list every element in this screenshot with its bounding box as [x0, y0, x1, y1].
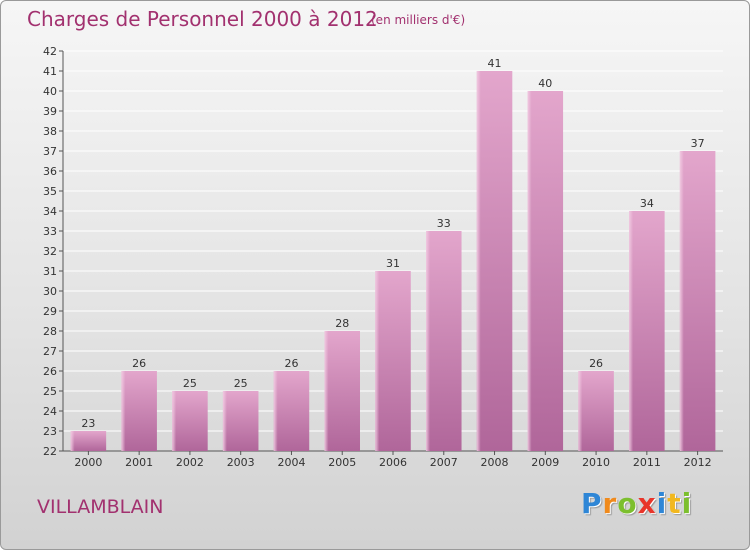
y-tick-label: 40 [43, 85, 57, 98]
chart-subtitle: (en milliers d'€) [371, 13, 466, 27]
bar [222, 391, 259, 451]
x-tick-label: 2007 [430, 456, 458, 469]
logo-letter: t [667, 487, 682, 520]
bar-highlight [273, 371, 278, 451]
x-tick-label: 2006 [379, 456, 407, 469]
y-tick-label: 22 [43, 445, 57, 458]
logo-letter: r [602, 487, 618, 520]
y-tick-label: 39 [43, 105, 57, 118]
bar [426, 231, 462, 451]
data-label: 26 [132, 357, 146, 370]
data-label: 23 [81, 417, 95, 430]
y-tick-label: 24 [43, 405, 57, 418]
bar-highlight [222, 391, 227, 451]
bar [172, 391, 208, 451]
y-tick-label: 25 [43, 385, 57, 398]
x-tick-label: 2012 [684, 456, 712, 469]
bar-highlight [121, 371, 126, 451]
bar-highlight [70, 431, 75, 451]
bar [70, 431, 107, 451]
y-tick-label: 37 [43, 145, 57, 158]
y-tick-label: 32 [43, 245, 57, 258]
logo-letter: P [581, 487, 603, 520]
bar-highlight [527, 91, 532, 451]
data-label: 41 [488, 57, 502, 70]
x-tick-label: 2010 [582, 456, 610, 469]
y-tick-label: 28 [43, 325, 57, 338]
bar [121, 371, 157, 451]
bar-highlight [629, 211, 634, 451]
y-tick-label: 26 [43, 365, 57, 378]
y-tick-label: 41 [43, 65, 57, 78]
bar [273, 371, 310, 451]
chart-title: Charges de Personnel 2000 à 2012 [27, 7, 378, 31]
bar-highlight [324, 331, 329, 451]
data-label: 26 [284, 357, 298, 370]
data-label: 33 [437, 217, 451, 230]
data-label: 25 [183, 377, 197, 390]
data-label: 28 [335, 317, 349, 330]
y-tick-label: 33 [43, 225, 57, 238]
logo-letter: i [681, 487, 693, 520]
bar-highlight [679, 151, 684, 451]
y-tick-label: 30 [43, 285, 57, 298]
data-label: 37 [691, 137, 705, 150]
data-label: 31 [386, 257, 400, 270]
x-tick-label: 2009 [531, 456, 559, 469]
x-tick-label: 2008 [481, 456, 509, 469]
x-tick-label: 2011 [633, 456, 661, 469]
y-tick-label: 27 [43, 345, 57, 358]
bar-highlight [375, 271, 380, 451]
bar [476, 71, 513, 451]
bar-highlight [578, 371, 583, 451]
bar-highlight [172, 391, 177, 451]
y-tick-label: 42 [43, 45, 57, 58]
data-label: 25 [234, 377, 248, 390]
y-tick-label: 23 [43, 425, 57, 438]
y-tick-label: 35 [43, 185, 57, 198]
bar [324, 331, 360, 451]
x-tick-label: 2001 [125, 456, 153, 469]
x-tick-label: 2002 [176, 456, 204, 469]
data-label: 40 [538, 77, 552, 90]
logo-letter: x [637, 487, 657, 520]
bar [629, 211, 665, 451]
proxiti-logo: Proxiti [581, 487, 692, 520]
bar [375, 271, 411, 451]
y-tick-label: 29 [43, 305, 57, 318]
y-tick-label: 38 [43, 125, 57, 138]
logo-letter: o [617, 487, 638, 520]
y-tick-label: 34 [43, 205, 57, 218]
logo-letter: i [656, 487, 668, 520]
x-tick-label: 2004 [277, 456, 305, 469]
bar [679, 151, 716, 451]
bar-highlight [476, 71, 481, 451]
x-tick-label: 2005 [328, 456, 356, 469]
bar-highlight [426, 231, 430, 451]
y-tick-label: 36 [43, 165, 57, 178]
y-tick-label: 31 [43, 265, 57, 278]
data-label: 26 [589, 357, 603, 370]
commune-name: VILLAMBLAIN [37, 496, 164, 518]
bar [578, 371, 614, 451]
data-label: 34 [640, 197, 654, 210]
labels: 2000 23 2001 26 2002 25 2003 25 2004 26 2005 28 2006… [74, 57, 711, 469]
x-tick-label: 2003 [227, 456, 255, 469]
x-tick-label: 2000 [74, 456, 102, 469]
bar [527, 91, 564, 451]
bars [70, 71, 716, 451]
